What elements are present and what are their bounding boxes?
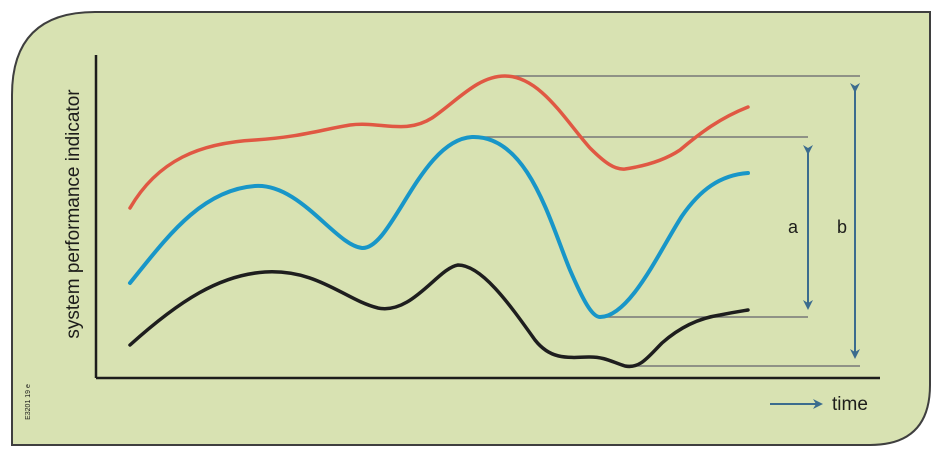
blue-curve	[128, 134, 750, 320]
x-axis-label: time	[832, 394, 868, 415]
background-panel	[11, 11, 931, 446]
marker-label-b: b	[837, 217, 847, 237]
black-curve	[128, 263, 750, 369]
y-axis-label: system performance indicator	[63, 89, 84, 339]
side-code-label: E3201 19 e	[25, 384, 32, 420]
red-curve	[128, 74, 750, 210]
marker-label-a: a	[788, 217, 799, 237]
